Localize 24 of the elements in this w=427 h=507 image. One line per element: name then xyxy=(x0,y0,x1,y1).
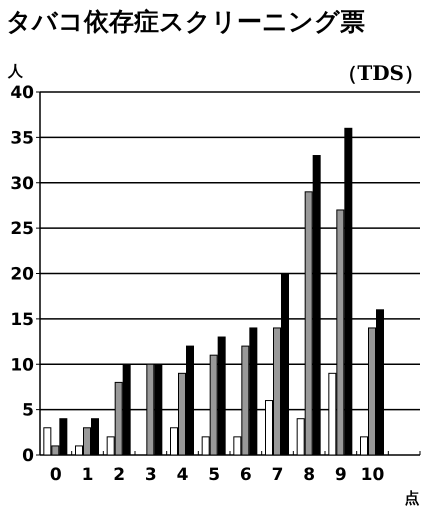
x-tick-label: 8 xyxy=(303,465,316,485)
y-tick-label: 10 xyxy=(10,355,34,376)
x-tick-label: 2 xyxy=(113,465,126,485)
x-tick-label: 4 xyxy=(176,465,189,485)
y-tick-label: 5 xyxy=(22,400,34,421)
y-axis-title: 人 xyxy=(7,62,24,80)
y-tick-label: 35 xyxy=(10,128,34,148)
x-tick-label: 9 xyxy=(334,465,347,485)
y-tick-label: 30 xyxy=(10,174,34,194)
x-tick-label: 1 xyxy=(82,465,94,485)
y-tick-label: 40 xyxy=(10,83,34,103)
x-tick-label: 6 xyxy=(240,465,252,485)
chart-title: タバコ依存症スクリーニング票 xyxy=(6,7,365,36)
y-tick-label: 20 xyxy=(10,264,34,284)
chart-subtitle: （TDS） xyxy=(337,61,424,85)
y-tick-label: 25 xyxy=(10,219,34,240)
x-tick-label: 10 xyxy=(360,465,384,485)
x-tick-label: 5 xyxy=(208,465,220,485)
y-tick-label: 15 xyxy=(10,310,34,330)
x-tick-label: 3 xyxy=(144,465,157,485)
y-tick-label: 0 xyxy=(22,446,34,466)
x-axis-title: 点 xyxy=(404,489,420,507)
x-tick-label: 0 xyxy=(50,465,62,485)
x-tick-label: 7 xyxy=(272,465,284,485)
